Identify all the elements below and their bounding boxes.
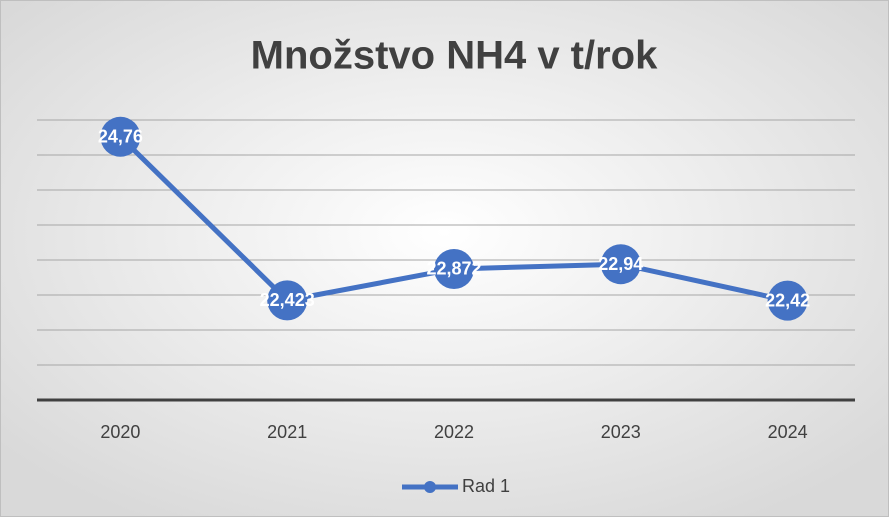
x-tick-label: 2024: [768, 422, 808, 442]
chart-title: Množstvo NH4 v t/rok: [251, 34, 658, 78]
x-tick-label: 2021: [267, 422, 307, 442]
data-point: [600, 244, 641, 285]
data-point: [767, 280, 808, 321]
data-point: [100, 116, 141, 157]
data-label: 22,872: [426, 259, 481, 279]
legend-label: Rad 1: [462, 476, 510, 496]
x-tick-label: 2022: [434, 422, 474, 442]
x-tick-label: 2020: [100, 422, 140, 442]
data-label: 22,423: [260, 290, 315, 310]
legend-marker: [424, 481, 436, 493]
data-point: [267, 280, 308, 321]
data-label: 22,94: [598, 254, 643, 274]
data-label: 24,76: [98, 127, 143, 147]
data-label: 22,42: [765, 290, 810, 310]
data-point: [434, 248, 474, 289]
x-tick-label: 2023: [601, 422, 641, 442]
